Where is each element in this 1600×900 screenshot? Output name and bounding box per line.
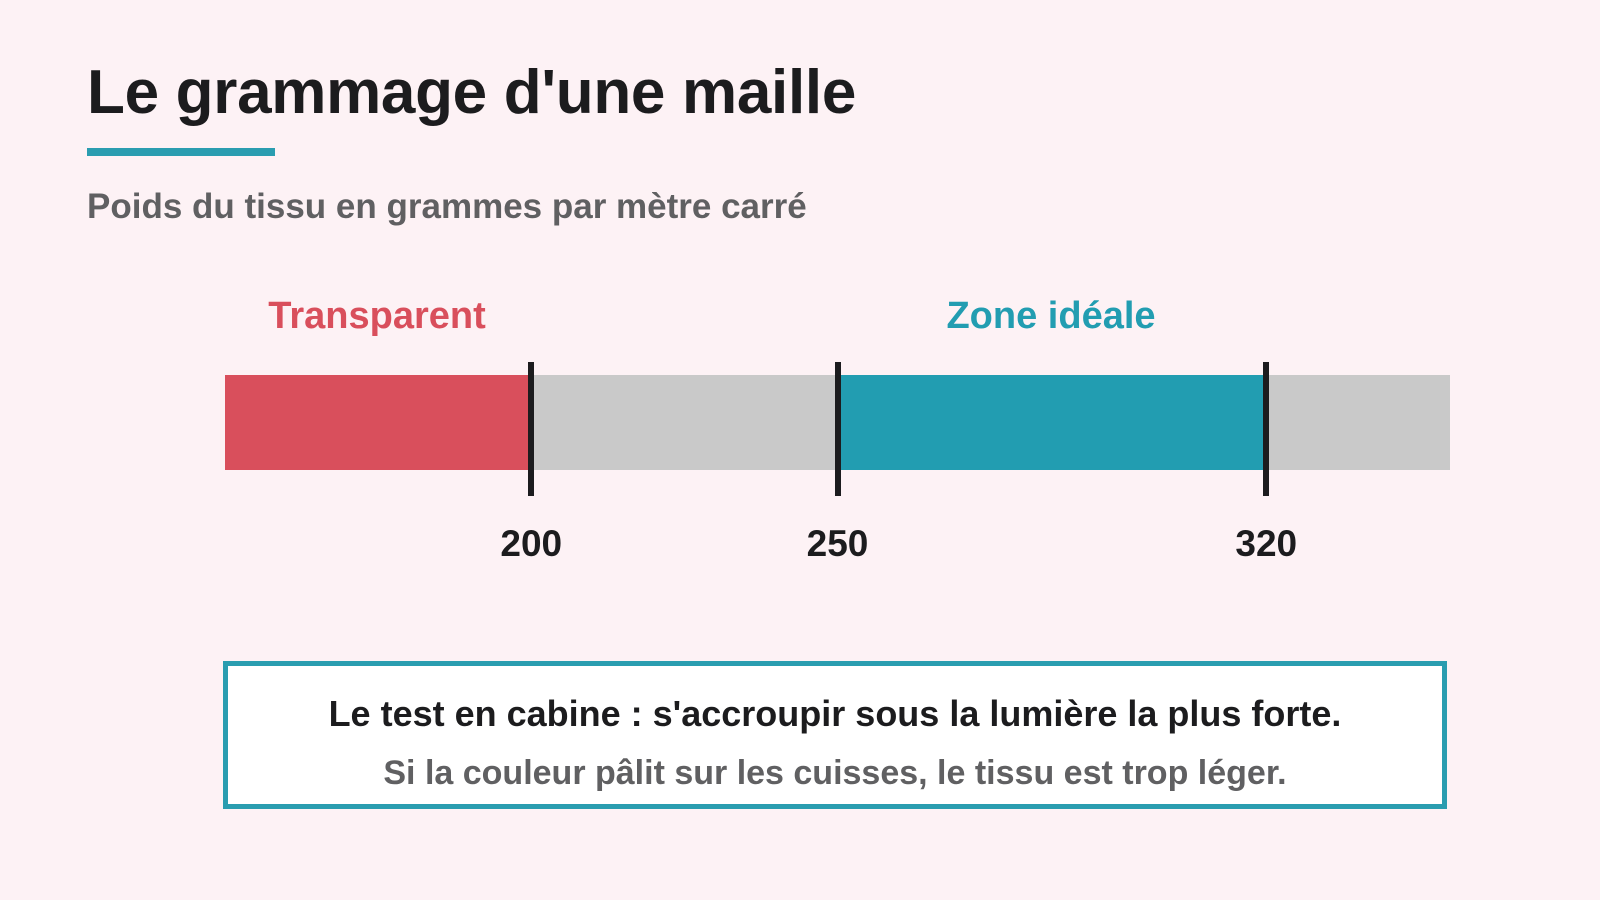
tick-label-320: 320 [1235,523,1298,564]
tick-mark-200 [528,362,535,496]
tick-mark-320 [1263,362,1270,496]
zone-label-ideal: Zone idéale [946,295,1156,337]
tip-sub-text: Si la couleur pâlit sur les cuisses, le … [383,754,1287,792]
tick-label-200: 200 [500,523,563,564]
title-underline [87,148,275,156]
page-subtitle: Poids du tissu en grammes par mètre carr… [87,187,807,226]
fitting-room-tip-box: Le test en cabine : s'accroupir sous la … [223,661,1447,809]
zone-bar-transparent [225,375,532,470]
zone-label-transparent: Transparent [268,295,486,337]
tip-main-text: Le test en cabine : s'accroupir sous la … [328,693,1342,734]
tick-mark-250 [834,362,841,496]
page-title: Le grammage d'une maille [87,58,857,127]
zone-bar-ideal [837,375,1267,470]
tick-label-250: 250 [806,523,869,564]
